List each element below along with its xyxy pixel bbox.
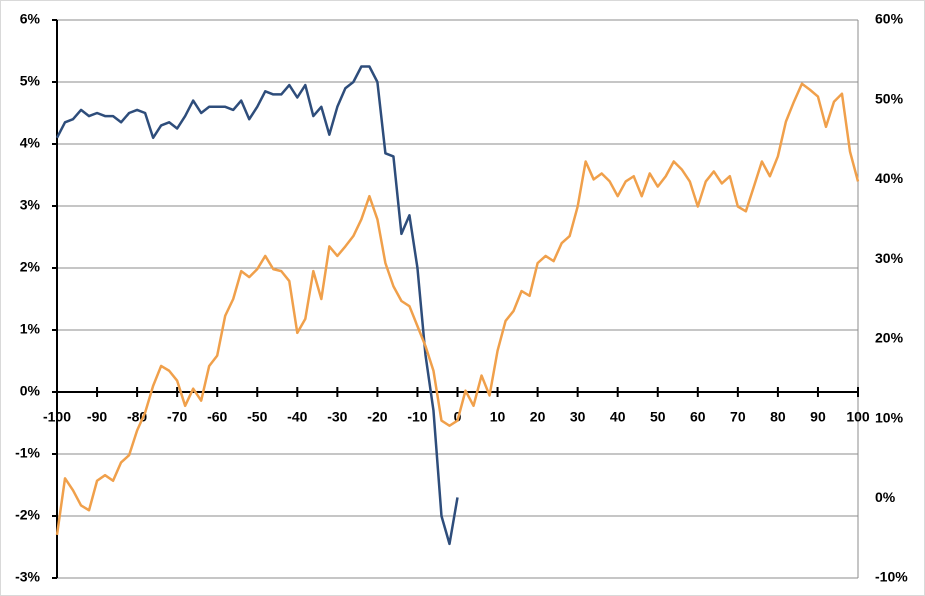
x-tick-label: -70 <box>167 409 187 425</box>
x-tick-label: 40 <box>610 409 626 425</box>
y-tick-label: -2% <box>15 507 40 523</box>
y2-tick-label: 40% <box>875 170 904 186</box>
series-line <box>55 65 459 546</box>
y-tick-label: 6% <box>20 11 41 27</box>
x-tick-label: -60 <box>207 409 227 425</box>
x-tick-label: 90 <box>810 409 826 425</box>
y2-tick-label: 20% <box>875 330 904 346</box>
x-tick-label: 50 <box>650 409 666 425</box>
x-tick-label: 30 <box>570 409 586 425</box>
y2-tick-label: 10% <box>875 409 904 425</box>
y-tick-label: 1% <box>20 321 41 337</box>
x-tick-label: 100 <box>846 409 870 425</box>
x-tick-label: -20 <box>367 409 387 425</box>
y2-tick-label: 60% <box>875 11 904 27</box>
y-tick-label: 5% <box>20 73 41 89</box>
y-tick-label: 0% <box>20 383 41 399</box>
x-tick-label: 60 <box>690 409 706 425</box>
y-tick-label: -1% <box>15 445 40 461</box>
y2-tick-label: -10% <box>875 569 908 585</box>
x-tick-label: -30 <box>327 409 347 425</box>
x-tick-label: -100 <box>43 409 71 425</box>
x-tick-label: -40 <box>287 409 307 425</box>
y2-tick-label: 50% <box>875 90 904 106</box>
series-line <box>55 82 860 536</box>
x-tick-label: 10 <box>490 409 506 425</box>
x-tick-label: -50 <box>247 409 267 425</box>
y-tick-label: 4% <box>20 135 41 151</box>
y-tick-label: 2% <box>20 259 41 275</box>
x-tick-label: -10 <box>407 409 427 425</box>
y2-tick-label: 0% <box>875 489 896 505</box>
x-tick-label: 70 <box>730 409 746 425</box>
x-tick-label: 20 <box>530 409 546 425</box>
x-tick-label: -90 <box>87 409 107 425</box>
x-tick-label: 80 <box>770 409 786 425</box>
y-tick-label: -3% <box>15 569 40 585</box>
y2-tick-label: 30% <box>875 250 904 266</box>
y-tick-label: 3% <box>20 197 41 213</box>
